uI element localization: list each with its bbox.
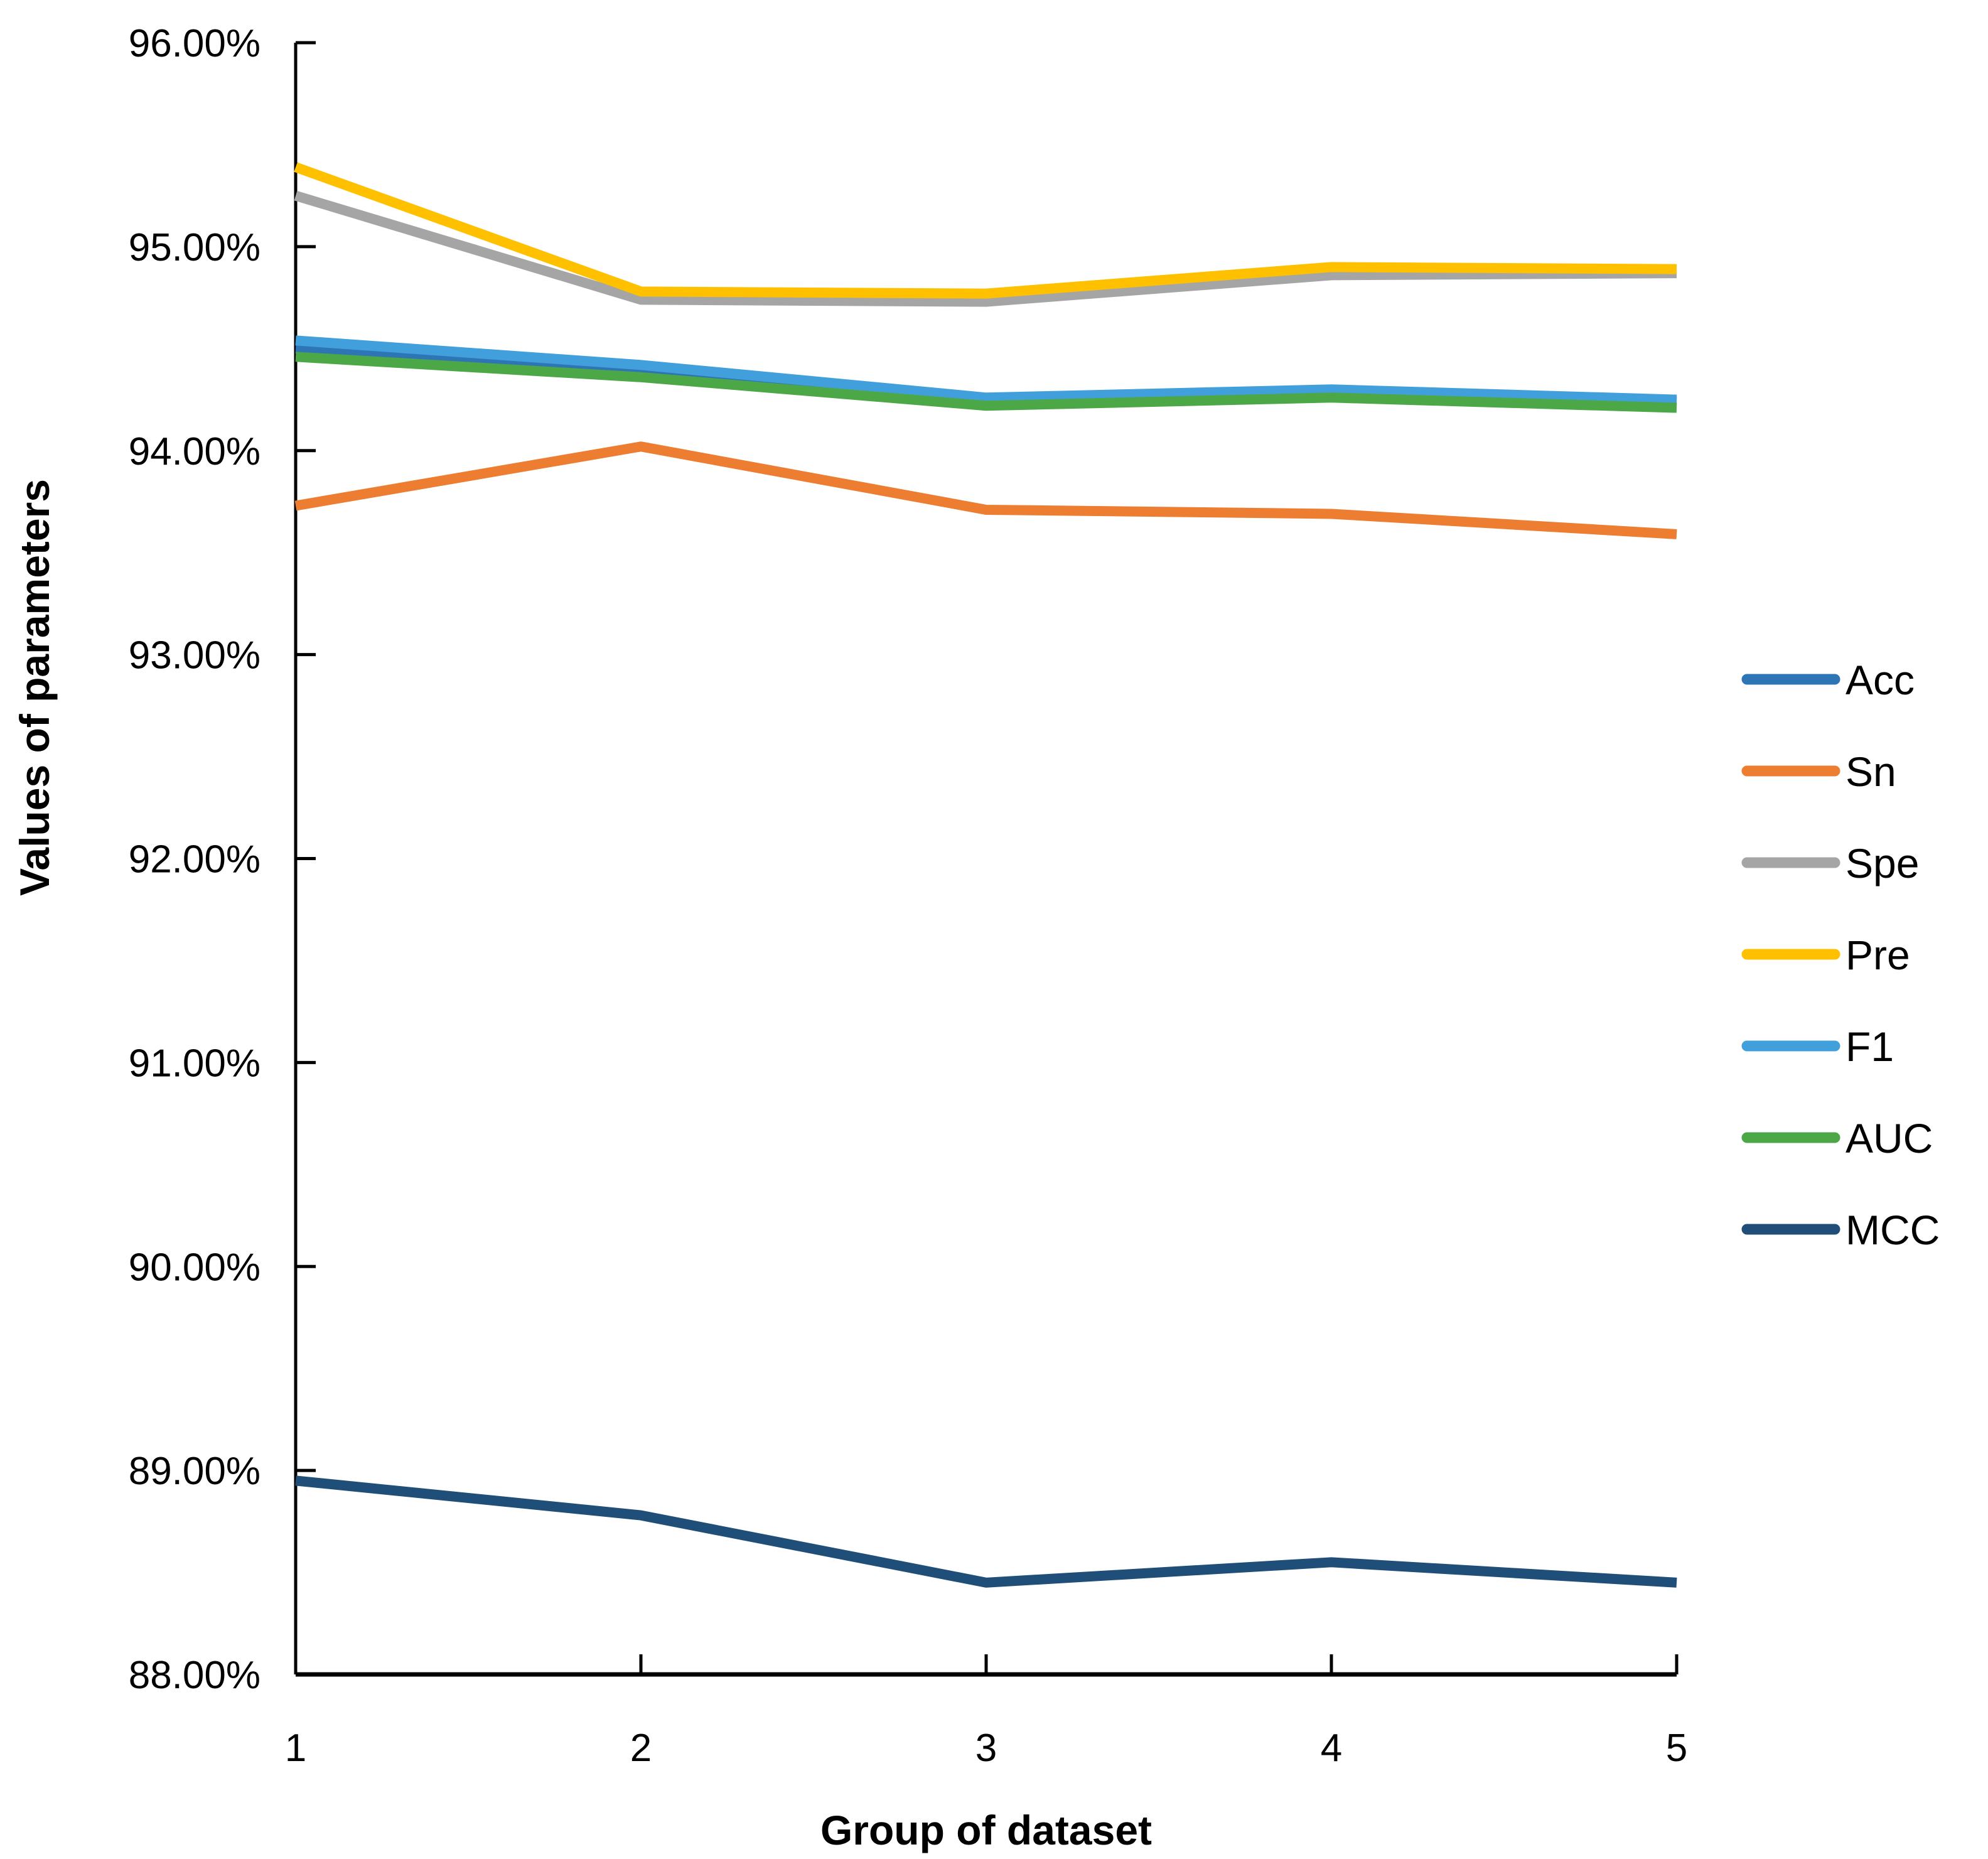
series-line-spe	[294, 190, 1677, 307]
legend-item-pre: Pre	[1741, 932, 1910, 978]
y-tick-label: 93.00%	[129, 634, 261, 677]
legend-label-f1: F1	[1846, 1023, 1894, 1070]
series-line-pre	[294, 162, 1677, 299]
legend: Acc Sn Spe Pre F1 AUC MCC	[1741, 657, 1940, 1253]
legend-label-mcc: MCC	[1846, 1207, 1940, 1253]
legend-label-spe: Spe	[1846, 840, 1919, 886]
y-tick-label: 92.00%	[129, 838, 261, 881]
legend-item-mcc: MCC	[1741, 1207, 1940, 1253]
y-axis-ticks	[296, 41, 316, 1676]
x-tick-label: 3	[975, 1727, 997, 1770]
legend-item-auc: AUC	[1741, 1115, 1933, 1161]
axes	[294, 43, 1677, 1677]
x-tick-label: 4	[1321, 1727, 1342, 1770]
y-axis-tick-labels: 88.00% 89.00% 90.00% 91.00% 92.00% 93.00% 94.0…	[129, 22, 261, 1697]
y-tick-label: 94.00%	[129, 430, 261, 473]
x-axis-ticks	[639, 1654, 1679, 1674]
y-tick-label: 88.00%	[129, 1654, 261, 1697]
x-tick-label: 5	[1666, 1727, 1687, 1770]
x-axis-tick-labels: 1 2 3 4 5	[285, 1727, 1687, 1770]
legend-label-acc: Acc	[1846, 657, 1915, 703]
y-axis-title: Values of parameters	[11, 479, 58, 896]
y-tick-label: 90.00%	[129, 1246, 261, 1289]
x-tick-label: 2	[630, 1727, 652, 1770]
x-axis-title: Group of dataset	[820, 1807, 1152, 1853]
legend-item-f1: F1	[1741, 1023, 1894, 1070]
series-line-sn	[294, 441, 1677, 539]
x-tick-label: 1	[285, 1727, 306, 1770]
series-line-f1	[295, 335, 1677, 405]
y-tick-label: 95.00%	[129, 226, 261, 269]
y-tick-label: 89.00%	[129, 1450, 261, 1493]
series-lines	[294, 162, 1677, 1588]
legend-label-sn: Sn	[1846, 748, 1896, 795]
legend-item-spe: Spe	[1741, 840, 1919, 886]
legend-label-pre: Pre	[1846, 932, 1910, 978]
series-line-auc	[295, 352, 1677, 413]
legend-item-sn: Sn	[1741, 748, 1896, 795]
legend-label-auc: AUC	[1846, 1115, 1933, 1161]
y-tick-label: 91.00%	[129, 1042, 261, 1085]
y-tick-label: 96.00%	[129, 22, 261, 65]
series-line-mcc	[295, 1475, 1677, 1588]
legend-item-acc: Acc	[1741, 657, 1915, 703]
